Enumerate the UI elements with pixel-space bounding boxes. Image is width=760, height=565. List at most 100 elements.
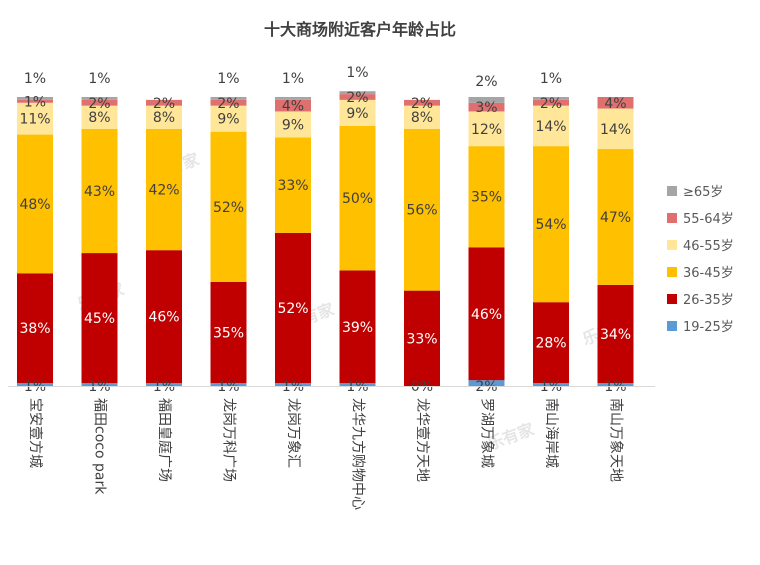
bar-segment-7-4 bbox=[468, 102, 505, 112]
bar-segment-7-5 bbox=[468, 97, 505, 103]
data-label-65plus-0: 1% bbox=[24, 71, 46, 87]
chart-title: 十大商场附近客户年龄占比 bbox=[263, 20, 456, 39]
data-label-26-35岁-1: 45% bbox=[84, 311, 115, 327]
data-label-26-35岁-2: 46% bbox=[148, 310, 179, 326]
bar-segment-8-1 bbox=[533, 302, 569, 384]
category-label-7: 罗湖万象城 bbox=[479, 398, 495, 468]
bar-segment-4-1 bbox=[275, 232, 311, 384]
data-label-46-55-8: 14% bbox=[535, 119, 566, 135]
data-label-26-35岁-8: 28% bbox=[535, 336, 566, 352]
data-label-55-64-8: 2% bbox=[540, 96, 562, 112]
bar-segment-7-0 bbox=[468, 380, 505, 386]
category-label-5: 龙华九方购物中心 bbox=[350, 398, 366, 510]
data-label-26-35岁-7: 46% bbox=[471, 307, 502, 323]
legend-label-3: 36-45岁 bbox=[683, 266, 734, 281]
data-label-36-45岁-3: 52% bbox=[213, 200, 244, 216]
data-label-36-45岁-6: 56% bbox=[406, 203, 437, 219]
bar-segment-9-2 bbox=[597, 149, 634, 285]
bar-segment-5-5 bbox=[339, 91, 376, 95]
bar-segment-4-3 bbox=[275, 111, 311, 138]
bar-segment-0-4 bbox=[17, 99, 53, 103]
bar-segment-4-0 bbox=[275, 383, 311, 386]
bar-segment-6-2 bbox=[404, 128, 440, 291]
data-label-46-55-3: 9% bbox=[217, 112, 239, 128]
bar-segment-3-0 bbox=[210, 383, 247, 386]
legend-swatch-5 bbox=[667, 321, 677, 331]
bar-segment-0-3 bbox=[17, 102, 53, 135]
bar-segment-3-5 bbox=[210, 97, 247, 100]
category-label-2: 福田皇庭广场 bbox=[156, 398, 173, 482]
bar-segment-9-4 bbox=[597, 97, 634, 109]
data-label-65plus-3: 1% bbox=[217, 71, 239, 87]
bar-segment-1-4 bbox=[81, 99, 118, 106]
bar-segment-0-2 bbox=[17, 134, 53, 274]
bar-segment-6-4 bbox=[404, 99, 440, 106]
data-label-26-35岁-0: 38% bbox=[19, 321, 50, 337]
legend-label-2: 46-55岁 bbox=[683, 239, 734, 254]
category-label-9: 南山万象天地 bbox=[608, 398, 624, 482]
bar-segment-5-2 bbox=[339, 125, 376, 271]
data-label-36-45岁-2: 42% bbox=[148, 182, 179, 198]
bar-segment-6-3 bbox=[404, 105, 440, 129]
bar-segment-2-3 bbox=[146, 105, 182, 129]
data-label-46-55-9: 14% bbox=[600, 122, 631, 138]
bar-segment-3-2 bbox=[210, 131, 247, 282]
bar-segment-5-1 bbox=[339, 270, 376, 384]
bar-segment-8-0 bbox=[533, 383, 569, 386]
data-label-36-45岁-9: 47% bbox=[600, 210, 631, 226]
category-label-8: 南山海岸城 bbox=[543, 398, 559, 468]
data-label-65plus-8: 1% bbox=[540, 71, 562, 87]
data-label-36-45岁-7: 35% bbox=[471, 190, 502, 206]
data-label-55-64-6: 2% bbox=[411, 96, 433, 112]
data-label-26-35岁-9: 34% bbox=[600, 327, 631, 343]
data-label-55-64-2: 2% bbox=[153, 96, 175, 112]
data-label-46-55-6: 8% bbox=[411, 110, 433, 126]
bar-segment-1-1 bbox=[81, 253, 118, 384]
bar-segment-5-0 bbox=[339, 383, 376, 386]
bar-segment-6-1 bbox=[404, 290, 440, 386]
data-label-36-45岁-1: 43% bbox=[84, 184, 115, 200]
bar-segment-2-1 bbox=[146, 250, 182, 384]
data-label-46-55-0: 11% bbox=[19, 112, 50, 128]
bar-segment-4-5 bbox=[275, 97, 311, 100]
bar-segment-2-2 bbox=[146, 128, 182, 251]
bar-segment-0-1 bbox=[17, 273, 53, 384]
bar-segment-4-2 bbox=[275, 137, 311, 233]
bar-segment-8-4 bbox=[533, 99, 569, 106]
bar-segment-9-3 bbox=[597, 108, 634, 150]
data-label-65plus-5: 1% bbox=[346, 65, 368, 81]
data-label-65plus-7: 2% bbox=[475, 74, 497, 90]
bar-segment-4-4 bbox=[275, 99, 311, 112]
bar-segment-9-0 bbox=[597, 383, 634, 386]
bar-segment-5-4 bbox=[339, 94, 376, 100]
category-label-4: 龙岗万象汇 bbox=[285, 398, 301, 468]
bar-segment-1-3 bbox=[81, 105, 118, 129]
legend-label-5: 19-25岁 bbox=[683, 320, 734, 335]
category-label-3: 龙岗万科广场 bbox=[221, 398, 237, 482]
legend-swatch-3 bbox=[667, 267, 677, 277]
category-label-6: 龙华壹方天地 bbox=[414, 398, 430, 482]
data-label-46-55-4: 9% bbox=[282, 117, 304, 133]
data-label-46-55-2: 8% bbox=[153, 110, 175, 126]
data-label-26-35岁-3: 35% bbox=[213, 326, 244, 342]
legend-label-1: 55-64岁 bbox=[683, 212, 734, 227]
bar-segment-8-2 bbox=[533, 146, 569, 303]
data-label-36-45岁-5: 50% bbox=[342, 191, 373, 207]
legend-swatch-4 bbox=[667, 294, 677, 304]
data-label-55-64-3: 2% bbox=[217, 96, 239, 112]
bar-segment-9-1 bbox=[597, 284, 634, 384]
bar-segment-8-3 bbox=[533, 105, 569, 147]
data-label-65plus-1: 1% bbox=[88, 71, 110, 87]
bar-segment-7-2 bbox=[468, 146, 505, 248]
data-label-36-45岁-8: 54% bbox=[535, 217, 566, 233]
data-label-46-55-5: 9% bbox=[346, 106, 368, 122]
data-label-26-35岁-5: 39% bbox=[342, 320, 373, 336]
bar-segment-1-5 bbox=[81, 97, 118, 100]
data-label-55-64-0: 1% bbox=[24, 94, 46, 110]
bar-segment-7-3 bbox=[468, 111, 505, 147]
legend-label-4: 26-35岁 bbox=[683, 293, 734, 308]
data-label-55-64-7: 3% bbox=[475, 100, 497, 116]
bar-segment-2-0 bbox=[146, 383, 182, 386]
bar-segment-8-5 bbox=[533, 97, 569, 100]
